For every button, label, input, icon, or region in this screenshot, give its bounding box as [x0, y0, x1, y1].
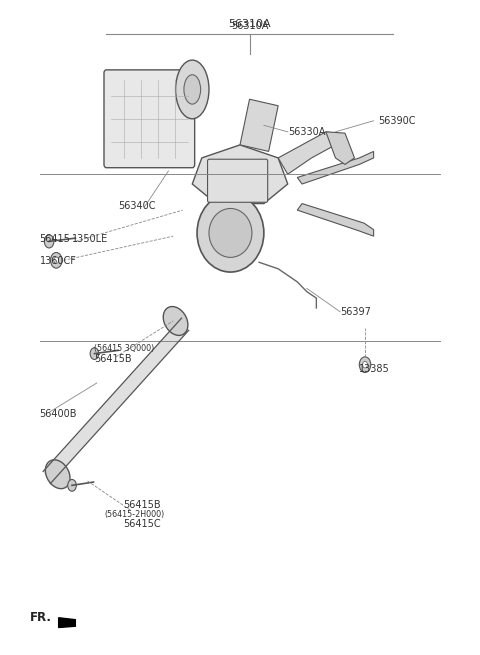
Circle shape — [360, 357, 371, 373]
Polygon shape — [297, 204, 373, 236]
FancyBboxPatch shape — [207, 159, 268, 202]
Polygon shape — [297, 151, 373, 184]
FancyBboxPatch shape — [104, 70, 195, 168]
Ellipse shape — [163, 307, 188, 335]
Text: 56330A: 56330A — [288, 127, 325, 137]
Text: 56415C: 56415C — [123, 519, 161, 529]
Circle shape — [50, 252, 62, 268]
Circle shape — [54, 257, 59, 263]
Text: 13385: 13385 — [360, 364, 390, 373]
Polygon shape — [326, 132, 355, 164]
Text: 56310A: 56310A — [228, 19, 271, 29]
Circle shape — [68, 479, 76, 491]
Text: 56415B: 56415B — [123, 500, 161, 510]
Text: (56415 3Q000): (56415 3Q000) — [95, 344, 155, 353]
Text: 56415: 56415 — [39, 234, 71, 244]
Polygon shape — [192, 145, 288, 204]
Ellipse shape — [209, 208, 252, 257]
Circle shape — [90, 348, 99, 360]
Circle shape — [44, 235, 54, 248]
Ellipse shape — [197, 194, 264, 272]
Text: 56390C: 56390C — [378, 117, 416, 126]
Text: (56415-2H000): (56415-2H000) — [104, 510, 164, 519]
Ellipse shape — [176, 60, 209, 119]
Text: 56310A: 56310A — [231, 21, 268, 31]
Polygon shape — [240, 99, 278, 151]
Polygon shape — [43, 318, 189, 483]
Circle shape — [363, 362, 367, 368]
Text: 56397: 56397 — [340, 307, 371, 317]
Ellipse shape — [46, 460, 70, 489]
Polygon shape — [59, 618, 75, 627]
Ellipse shape — [184, 75, 201, 104]
Text: 1350LE: 1350LE — [72, 234, 108, 244]
Text: 56415B: 56415B — [95, 354, 132, 364]
Text: 1360CF: 1360CF — [39, 256, 76, 266]
Text: 56340C: 56340C — [118, 201, 156, 211]
Polygon shape — [278, 132, 345, 174]
Text: 56400B: 56400B — [39, 409, 77, 419]
Text: FR.: FR. — [30, 610, 52, 624]
